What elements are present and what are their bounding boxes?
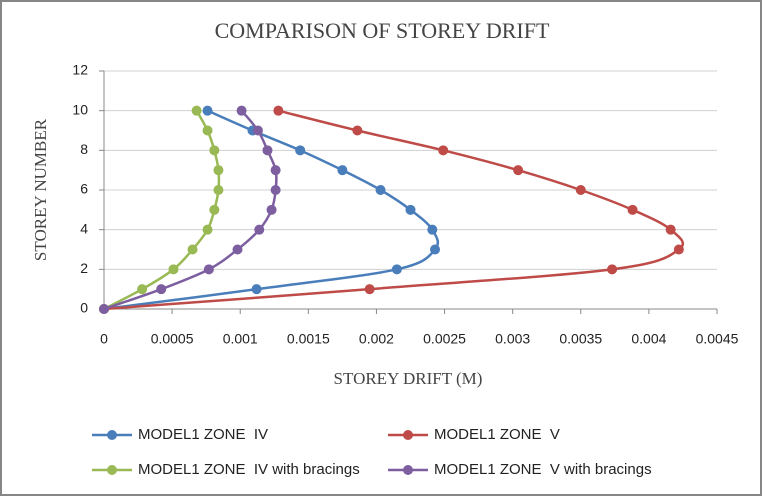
data-point: [627, 204, 638, 215]
data-point: [213, 185, 224, 195]
data-point: [252, 125, 263, 136]
x-tick-label: 0.003: [495, 331, 530, 347]
x-tick-label: 0.0025: [423, 331, 466, 347]
data-point: [270, 185, 281, 195]
data-point: [209, 145, 220, 156]
data-point: [187, 244, 198, 255]
data-point: [99, 304, 109, 314]
data-point: [203, 264, 214, 275]
data-point: [254, 224, 265, 235]
series-line: [103, 109, 278, 311]
data-point: [430, 244, 441, 255]
y-tick-label: 0: [80, 300, 88, 316]
legend-label: MODEL1 ZONE IV: [138, 426, 268, 443]
y-tick-label: 2: [80, 260, 88, 276]
y-axis-title: STOREY NUMBER: [31, 118, 50, 261]
data-point: [137, 284, 148, 295]
series-line: [103, 109, 685, 311]
data-point: [156, 284, 167, 295]
data-point: [236, 105, 247, 116]
legend-label: MODEL1 ZONE IV with bracings: [138, 461, 360, 478]
data-point: [337, 165, 348, 176]
y-tick-label: 6: [80, 181, 88, 197]
data-point: [232, 244, 243, 255]
data-point: [262, 145, 273, 156]
data-point: [364, 284, 375, 295]
data-point: [251, 284, 262, 295]
y-tick-label: 4: [80, 220, 88, 236]
data-point: [270, 165, 281, 176]
chart-title: COMPARISON OF STOREY DRIFT: [215, 18, 550, 43]
data-point: [209, 204, 220, 215]
data-point: [273, 105, 284, 116]
data-point: [607, 264, 618, 275]
data-point: [438, 145, 449, 156]
legend-marker: [403, 465, 413, 475]
data-point: [266, 204, 277, 215]
data-point: [427, 224, 438, 235]
y-tick-label: 8: [80, 141, 88, 157]
series-line: [103, 110, 221, 311]
data-point: [202, 224, 213, 235]
data-point: [405, 204, 416, 215]
y-tick-label: 12: [72, 62, 88, 78]
data-point: [202, 105, 213, 116]
data-point: [575, 185, 586, 195]
data-point: [213, 165, 224, 176]
data-point: [295, 145, 306, 156]
data-point: [202, 125, 213, 136]
data-point: [168, 264, 179, 275]
legend-marker: [403, 430, 413, 440]
legend-marker: [107, 430, 117, 440]
data-point: [391, 264, 402, 275]
data-point: [375, 185, 386, 195]
x-tick-label: 0.0035: [559, 331, 602, 347]
legend-label: MODEL1 ZONE V with bracings: [434, 461, 652, 478]
x-tick-label: 0.001: [223, 331, 258, 347]
legend-label: MODEL1 ZONE V: [434, 426, 560, 443]
x-tick-label: 0.004: [631, 331, 666, 347]
x-axis-title: STOREY DRIFT (M): [334, 369, 483, 388]
x-tick-label: 0.0045: [696, 331, 739, 347]
data-point: [673, 244, 684, 255]
x-tick-label: 0.0005: [151, 331, 194, 347]
data-point: [191, 105, 202, 116]
x-tick-label: 0.002: [359, 331, 394, 347]
x-tick-label: 0.0015: [287, 331, 330, 347]
data-point: [513, 165, 524, 176]
series-line: [103, 109, 440, 311]
y-tick-label: 10: [72, 101, 88, 117]
legend-marker: [107, 465, 117, 475]
x-tick-label: 0: [100, 331, 108, 347]
data-point: [352, 125, 363, 136]
data-point: [665, 224, 676, 235]
